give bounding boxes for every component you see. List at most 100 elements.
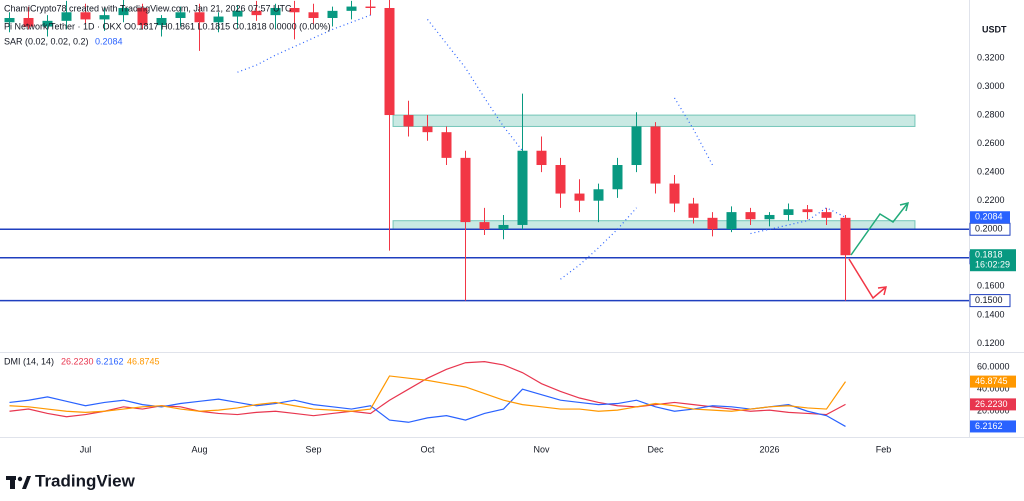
brand-logo: [6, 476, 31, 489]
level-box: [969, 294, 1011, 308]
y-tick-label: 0.1600: [977, 281, 1005, 291]
candle-body: [593, 189, 604, 201]
candle-body: [650, 126, 661, 184]
candle-body: [479, 222, 490, 230]
dmi-title: DMI (14, 14): [4, 356, 54, 366]
candle-body: [327, 10, 338, 18]
x-tick-label: Nov: [533, 444, 550, 454]
candle-body: [517, 150, 528, 225]
x-tick-label: Sep: [305, 444, 321, 454]
candle-body: [745, 212, 756, 220]
symbol-title: Pi Network/Tether · 1D · OKX: [4, 21, 122, 31]
x-tick-label: Jul: [80, 444, 92, 454]
candle-body: [118, 7, 129, 16]
overlay: 0.20000.18000.15000.32000.30000.28000.26…: [80, 52, 1016, 454]
y-tick-label: 0.3200: [977, 52, 1005, 62]
candle-body: [175, 12, 186, 18]
y-tick-label: 0.1400: [977, 309, 1005, 319]
x-tick-label: Aug: [191, 444, 207, 454]
y-tick-label: 20.0000: [977, 406, 1010, 416]
dmi-value: 46.8745: [127, 356, 160, 366]
price-pane: [0, 0, 969, 302]
candle-body: [840, 217, 851, 256]
candle-body: [4, 17, 15, 23]
candle-body: [441, 132, 452, 158]
sar-axis-label: 0.2084: [975, 212, 1003, 222]
candle-body: [365, 6, 376, 8]
logo-part: [17, 476, 23, 482]
candle-body: [403, 115, 414, 127]
candle-body: [80, 12, 91, 20]
candle-body: [137, 7, 148, 26]
projection-up: [850, 203, 908, 256]
x-tick-label: Feb: [876, 444, 892, 454]
candle-body: [802, 209, 813, 213]
candle-body: [251, 10, 262, 16]
y-unit: USDT: [982, 24, 1007, 34]
candle-body: [631, 126, 642, 166]
sar-title: SAR (0.02, 0.02, 0.2): [4, 36, 89, 46]
candle-body: [460, 157, 471, 223]
dmi-line: [9, 375, 846, 413]
candle-body: [821, 212, 832, 218]
candle-body: [707, 217, 718, 230]
y-tick-label: 0.2400: [977, 167, 1005, 177]
candle-body: [23, 17, 34, 27]
candle-body: [42, 20, 53, 27]
logo-part: [10, 476, 15, 489]
x-tick-label: 2026: [759, 444, 779, 454]
price-label: 0.1818: [975, 250, 1003, 260]
sar-box: [970, 211, 1010, 224]
zone: [392, 114, 916, 127]
candle-body: [555, 165, 566, 194]
candle-body: [498, 224, 509, 230]
candle-body: [422, 126, 433, 133]
candle-body: [688, 203, 699, 218]
x-tick-label: Oct: [420, 444, 435, 454]
dmi-pane: [9, 361, 846, 427]
arrow-head-down: [877, 286, 887, 296]
candle-body: [270, 7, 281, 16]
candle-body: [612, 165, 623, 190]
candle-body: [308, 12, 319, 18]
y-tick-label: 0.2600: [977, 138, 1005, 148]
x-tick-label: Dec: [647, 444, 664, 454]
candle-body: [61, 12, 72, 21]
dmi-box: [970, 398, 1016, 411]
level-label: 0.2000: [975, 224, 1003, 234]
dmi-value: 6.2162: [96, 356, 124, 366]
candle-body: [213, 16, 224, 23]
y-tick-label: 0.2800: [977, 109, 1005, 119]
dmi-box: [970, 375, 1016, 388]
candle-body: [574, 193, 585, 201]
price-box: [970, 249, 1016, 272]
candle-body: [346, 6, 357, 11]
sar-value: 0.2084: [95, 36, 123, 46]
dmi-line: [9, 388, 846, 427]
candle-body: [669, 183, 680, 204]
candle-body: [536, 150, 547, 166]
candle-body: [232, 10, 243, 17]
candle-body: [156, 17, 167, 26]
projection-down: [848, 258, 887, 300]
projection: [848, 201, 910, 300]
dmi-axis-label: 26.2230: [975, 399, 1008, 409]
y-tick-label: 60.0000: [977, 362, 1010, 372]
candle-body: [764, 214, 775, 220]
dmi-axis-label: 46.8745: [975, 376, 1008, 386]
zone: [392, 220, 916, 230]
dmi-axis-label: 6.2162: [975, 421, 1003, 431]
candle-body: [289, 7, 300, 13]
dmi-line: [9, 361, 846, 418]
y-tick-label: 0.3000: [977, 81, 1005, 91]
countdown: 16:02:29: [975, 260, 1010, 270]
y-tick-label: 0.1200: [977, 338, 1005, 348]
dmi-box: [970, 420, 1016, 433]
candle-body: [726, 212, 737, 230]
candle-body: [783, 209, 794, 215]
candle-body: [384, 7, 395, 116]
dmi-value: 26.2230: [61, 356, 94, 366]
